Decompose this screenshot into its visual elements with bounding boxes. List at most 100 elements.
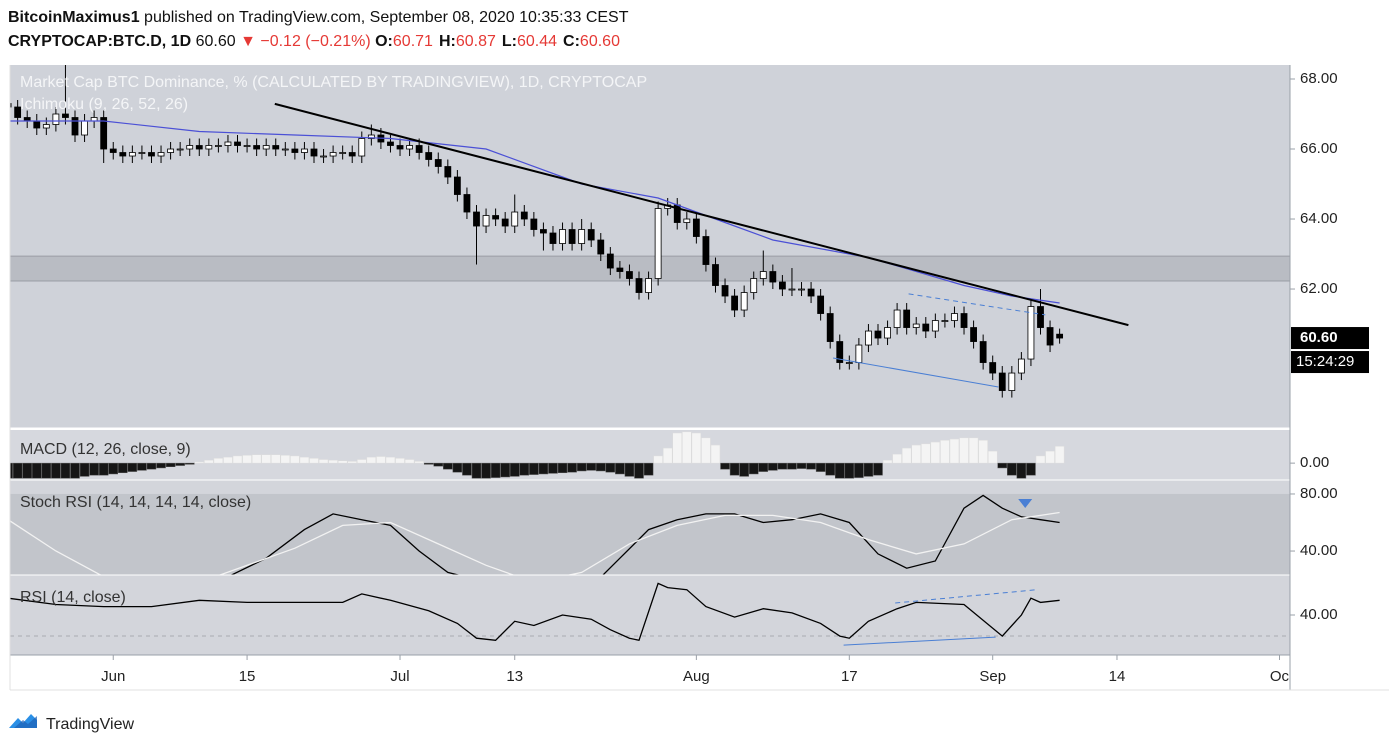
histogram-bar [118, 462, 128, 474]
histogram-bar [634, 462, 644, 479]
histogram-bar [940, 439, 950, 464]
candle-body [912, 323, 920, 328]
histogram-bar [194, 461, 205, 464]
symbol-line: CRYPTOCAP:BTC.D, 1D 60.60 ▼ −0.12 (−0.21… [8, 30, 629, 54]
candle-body [473, 211, 480, 227]
x-tick-label: Oc [1270, 668, 1290, 685]
last-price-label: 60.60 [1300, 329, 1338, 346]
candle-body [492, 215, 500, 220]
histogram-bar [251, 454, 262, 464]
y-tick-label: 62.00 [1300, 280, 1338, 297]
histogram-bar [586, 462, 596, 471]
line [10, 120, 1060, 304]
ohlc: O:60.71 H:60.87 L:60.44 C:60.60 [375, 33, 626, 50]
line [10, 582, 1060, 642]
candle-body [71, 117, 79, 136]
histogram-bar [481, 462, 491, 479]
line [274, 102, 1129, 327]
histogram-bar [299, 456, 310, 464]
logo: TradingView [9, 714, 134, 733]
candle-body [855, 344, 863, 363]
candle-body [606, 253, 614, 269]
publisher: BitcoinMaximus1 [8, 9, 140, 26]
histogram-bar [204, 459, 214, 464]
histogram-bar [901, 447, 912, 464]
histogram-bar [51, 462, 61, 479]
histogram-bar [127, 462, 138, 472]
histogram-bar [443, 462, 453, 470]
candle-body [358, 138, 366, 157]
last-price-box [1291, 327, 1369, 350]
candle-body [750, 278, 758, 293]
candle-body [731, 295, 739, 311]
candle-body [597, 239, 605, 255]
histogram-bar [32, 462, 42, 479]
candle-body [214, 145, 222, 147]
change: ▼ −0.12 (−0.21%) [240, 33, 371, 50]
histogram-bar [376, 456, 386, 464]
candle-body [989, 362, 997, 374]
candle-body [138, 152, 146, 154]
candle-body [874, 330, 882, 339]
y-tick-label: 40.00 [1300, 542, 1338, 559]
histogram-bar [777, 462, 788, 470]
histogram-bar [596, 462, 606, 472]
line [833, 357, 999, 388]
band [10, 493, 1290, 575]
histogram-bar [423, 462, 434, 465]
histogram-bar [768, 462, 778, 471]
candle-body [396, 145, 404, 150]
histogram-bar [548, 462, 558, 474]
price-pane [10, 65, 1290, 428]
candle-body [425, 152, 433, 160]
published: published on TradingView.com, September … [139, 9, 629, 26]
candle-body [176, 148, 184, 151]
candle-body [205, 145, 213, 150]
candle-body [444, 166, 452, 178]
histogram-bar [366, 456, 377, 464]
candle-body [387, 141, 394, 146]
candle-body [578, 229, 586, 244]
candle-body [320, 155, 327, 158]
candle-body [626, 271, 633, 279]
candle-body [998, 372, 1006, 391]
histogram-bar [519, 462, 530, 476]
candle-body [434, 159, 442, 167]
candle-body [339, 152, 347, 154]
pane-label: Market Cap BTC Dominance, % (CALCULATED … [20, 74, 647, 91]
x-tick-label: Sep [979, 668, 1006, 685]
x-tick-label: Jul [390, 668, 409, 685]
candle-body [549, 232, 557, 244]
candle-body [798, 288, 805, 291]
histogram-bar [12, 462, 23, 479]
candle-body [702, 236, 710, 265]
histogram-bar [968, 437, 979, 464]
histogram-bar [863, 462, 874, 477]
ohlc-key: O: [375, 33, 393, 50]
ohlc-key: H: [438, 33, 456, 50]
histogram-bar [576, 462, 587, 472]
candle-body [645, 278, 652, 293]
candle-body [81, 120, 88, 136]
histogram-bar [892, 453, 902, 464]
candle-body [1017, 358, 1025, 374]
pane-label: RSI (14, close) [20, 589, 126, 606]
histogram-bar [242, 455, 252, 464]
candle-body [33, 120, 41, 129]
candle-body [310, 148, 318, 157]
histogram-bar [806, 462, 816, 470]
y-tick-label: 68.00 [1300, 70, 1338, 87]
histogram-bar [213, 458, 224, 464]
candle-body [559, 229, 566, 244]
candle-body [501, 218, 509, 227]
candle-body [253, 145, 261, 150]
candle-body [960, 313, 968, 328]
candle-body [463, 194, 471, 213]
histogram-bar [89, 462, 99, 476]
histogram-bar [41, 462, 52, 479]
candle-body [721, 285, 729, 297]
candle-body [845, 362, 853, 364]
histogram-bar [79, 462, 90, 477]
